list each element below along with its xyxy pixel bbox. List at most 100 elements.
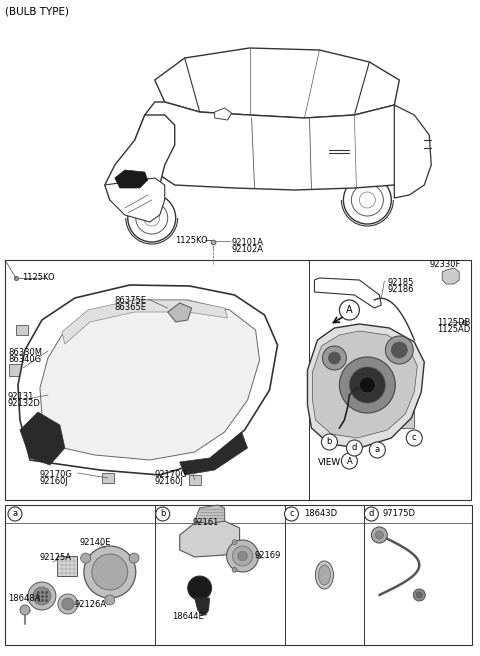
Text: A: A — [347, 457, 352, 466]
Text: 86330M: 86330M — [8, 348, 42, 357]
Text: 18648A: 18648A — [8, 594, 40, 603]
Bar — [395, 400, 414, 428]
Text: 86365E: 86365E — [115, 303, 147, 312]
Text: 92131: 92131 — [8, 392, 35, 401]
Polygon shape — [180, 432, 248, 475]
Text: 86375E: 86375E — [115, 296, 147, 305]
Circle shape — [128, 194, 176, 242]
Text: c: c — [412, 434, 417, 443]
Circle shape — [28, 582, 56, 610]
Text: 1125KO: 1125KO — [175, 236, 207, 245]
Polygon shape — [105, 178, 165, 222]
Text: d: d — [352, 443, 357, 453]
Circle shape — [227, 540, 259, 572]
Text: 92161: 92161 — [192, 518, 219, 527]
Circle shape — [129, 553, 139, 563]
Circle shape — [391, 342, 408, 358]
Text: 1125DB: 1125DB — [437, 318, 470, 327]
Text: b: b — [327, 438, 332, 447]
Polygon shape — [312, 331, 417, 438]
Circle shape — [341, 453, 358, 469]
Circle shape — [413, 589, 425, 601]
Text: 92132D: 92132D — [8, 399, 41, 408]
Text: a: a — [375, 445, 380, 455]
Circle shape — [339, 357, 396, 413]
Polygon shape — [195, 505, 225, 524]
Circle shape — [232, 567, 237, 572]
Text: 86340G: 86340G — [8, 355, 41, 364]
Bar — [189, 475, 201, 485]
Polygon shape — [308, 324, 424, 448]
Bar — [5, 505, 472, 645]
Circle shape — [232, 540, 237, 544]
Text: 97175D: 97175D — [383, 509, 415, 518]
Circle shape — [375, 531, 384, 539]
Text: 92126A: 92126A — [75, 600, 107, 609]
Text: 92170G: 92170G — [40, 470, 73, 479]
Circle shape — [156, 507, 170, 521]
Circle shape — [105, 595, 115, 605]
Text: (BULB TYPE): (BULB TYPE) — [5, 7, 69, 17]
Polygon shape — [40, 300, 260, 460]
Circle shape — [33, 587, 51, 605]
Polygon shape — [215, 108, 232, 120]
Text: VIEW: VIEW — [317, 458, 341, 467]
Circle shape — [92, 554, 128, 590]
Circle shape — [339, 300, 360, 320]
Text: b: b — [160, 510, 166, 518]
Polygon shape — [195, 598, 210, 615]
Circle shape — [372, 527, 387, 543]
Ellipse shape — [315, 561, 334, 589]
Bar — [102, 473, 114, 483]
Circle shape — [328, 352, 340, 364]
Circle shape — [144, 210, 160, 226]
Circle shape — [385, 336, 413, 364]
Polygon shape — [442, 268, 459, 284]
Text: 92330F: 92330F — [429, 260, 461, 269]
Polygon shape — [115, 170, 148, 188]
Text: A: A — [346, 305, 353, 315]
Text: 1125KO: 1125KO — [22, 273, 55, 282]
Circle shape — [285, 507, 299, 521]
Polygon shape — [18, 285, 277, 475]
Circle shape — [360, 377, 375, 393]
Circle shape — [136, 202, 168, 234]
Polygon shape — [20, 412, 65, 465]
Text: c: c — [289, 510, 294, 518]
Circle shape — [416, 592, 422, 598]
Circle shape — [62, 598, 74, 610]
Circle shape — [58, 594, 78, 614]
Circle shape — [323, 346, 347, 370]
Text: 92169: 92169 — [254, 551, 281, 560]
Text: 92140E: 92140E — [80, 538, 111, 547]
Circle shape — [84, 546, 136, 598]
Text: 92160J: 92160J — [40, 477, 69, 486]
Circle shape — [238, 551, 248, 561]
Bar — [57, 556, 77, 576]
Circle shape — [343, 176, 391, 224]
Polygon shape — [395, 105, 431, 198]
Circle shape — [322, 434, 337, 450]
Text: a: a — [12, 510, 18, 518]
Text: 92185: 92185 — [387, 278, 414, 287]
Polygon shape — [168, 303, 192, 322]
Text: 92101A: 92101A — [232, 238, 264, 247]
Text: d: d — [369, 510, 374, 518]
Circle shape — [20, 605, 30, 615]
Ellipse shape — [95, 330, 234, 430]
Text: 18644E: 18644E — [172, 612, 204, 621]
Text: 92102A: 92102A — [232, 245, 264, 254]
Circle shape — [370, 442, 385, 458]
Circle shape — [256, 554, 261, 558]
Bar — [16, 325, 28, 335]
Text: 1125AD: 1125AD — [437, 325, 470, 334]
Circle shape — [233, 546, 252, 566]
Text: 92160J: 92160J — [155, 477, 184, 486]
Text: 18643D: 18643D — [304, 509, 337, 518]
Polygon shape — [155, 48, 399, 118]
Circle shape — [8, 507, 22, 521]
Circle shape — [349, 367, 385, 403]
Circle shape — [406, 430, 422, 446]
Polygon shape — [62, 300, 228, 344]
Circle shape — [351, 184, 384, 216]
